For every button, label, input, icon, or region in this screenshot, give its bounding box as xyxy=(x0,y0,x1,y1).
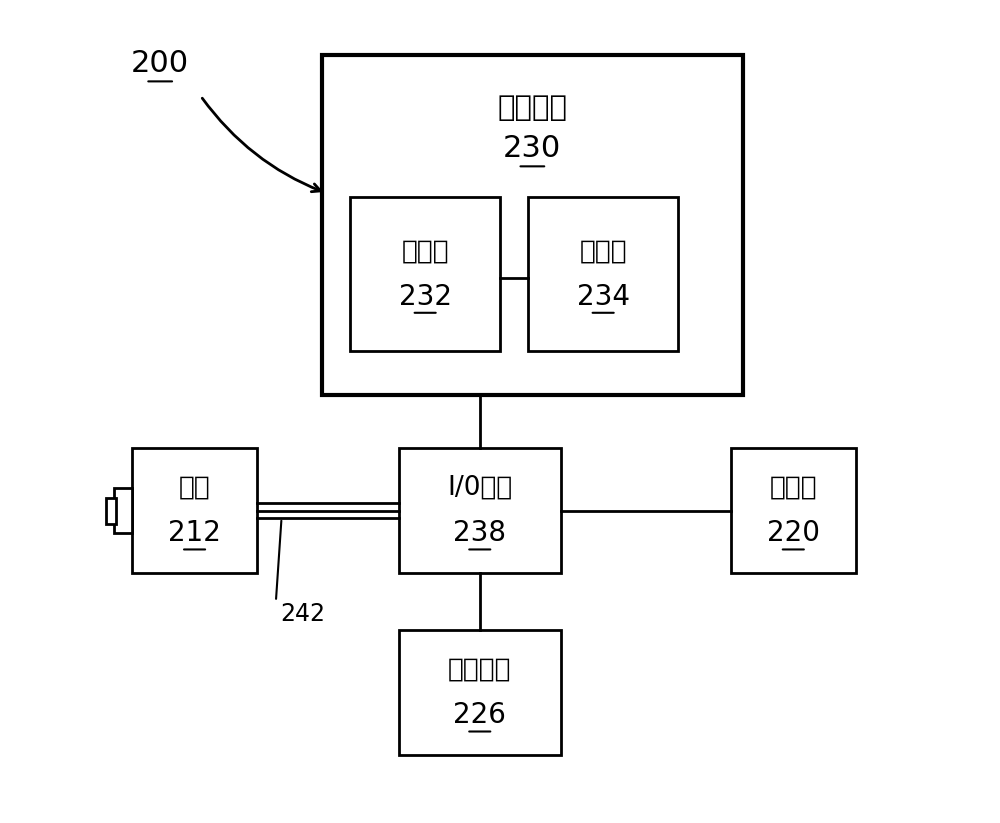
Text: 显示器: 显示器 xyxy=(769,475,817,501)
Text: 用户输入: 用户输入 xyxy=(448,657,512,683)
FancyBboxPatch shape xyxy=(731,448,856,574)
Text: 242: 242 xyxy=(280,602,325,625)
FancyBboxPatch shape xyxy=(106,498,116,523)
FancyBboxPatch shape xyxy=(399,630,561,756)
FancyBboxPatch shape xyxy=(114,488,132,533)
Text: 相机: 相机 xyxy=(179,475,210,501)
FancyBboxPatch shape xyxy=(132,448,257,574)
Text: 212: 212 xyxy=(168,519,221,547)
Text: 234: 234 xyxy=(577,282,630,310)
Text: 处理器: 处理器 xyxy=(401,239,449,264)
Text: 226: 226 xyxy=(453,701,506,729)
Text: 232: 232 xyxy=(399,282,452,310)
Text: 220: 220 xyxy=(767,519,820,547)
FancyBboxPatch shape xyxy=(322,55,743,395)
FancyBboxPatch shape xyxy=(528,197,678,351)
Text: 238: 238 xyxy=(453,519,506,547)
Text: 处理单元: 处理单元 xyxy=(497,94,567,122)
Text: 230: 230 xyxy=(503,134,561,163)
FancyBboxPatch shape xyxy=(350,197,500,351)
Text: 存储器: 存储器 xyxy=(579,239,627,264)
Text: I/0电路: I/0电路 xyxy=(447,475,512,501)
FancyBboxPatch shape xyxy=(399,448,561,574)
Text: 200: 200 xyxy=(131,49,189,78)
